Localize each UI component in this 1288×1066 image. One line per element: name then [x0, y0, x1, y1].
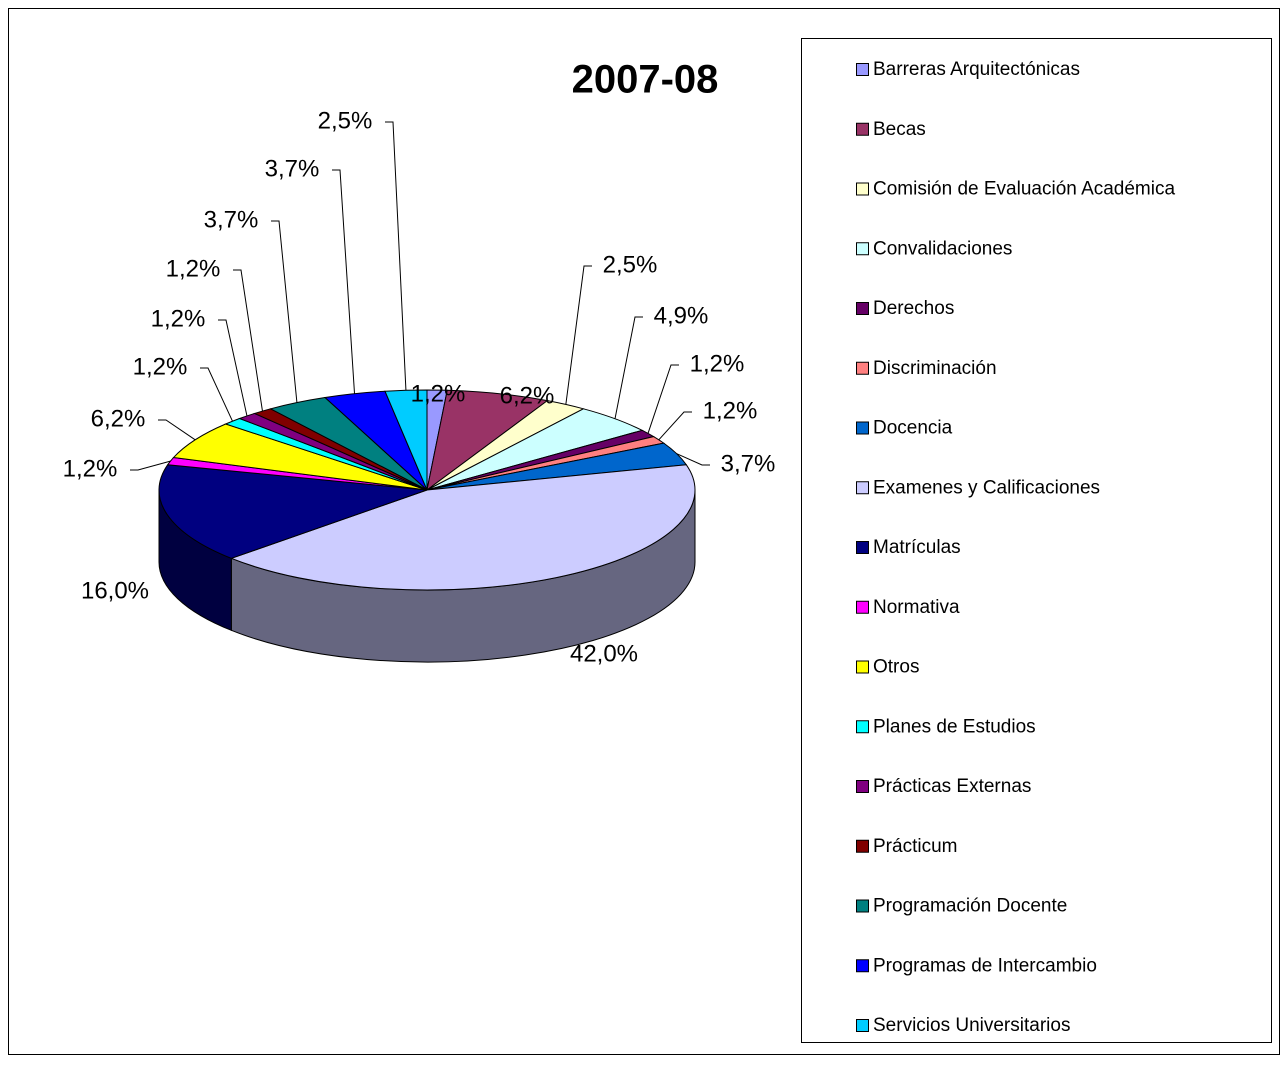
data-label: 1,2% — [133, 353, 188, 380]
data-label: 1,2% — [703, 397, 758, 424]
legend-swatch — [856, 660, 869, 674]
legend-label: Becas — [873, 119, 926, 140]
legend-swatch — [856, 182, 869, 196]
legend-label: Programas de Intercambio — [873, 955, 1097, 976]
data-label: 4,9% — [654, 302, 709, 329]
data-label: 2,5% — [603, 251, 658, 278]
legend-label: Examenes y Calificaciones — [873, 477, 1100, 498]
legend-swatch — [856, 780, 869, 793]
legend-swatch — [856, 361, 869, 375]
legend-swatch — [856, 122, 869, 136]
legend-swatch — [856, 541, 869, 554]
legend-label: Derechos — [873, 298, 954, 319]
leader-line — [218, 319, 248, 417]
data-label: 1,2% — [151, 305, 206, 332]
data-label: 3,7% — [721, 450, 776, 477]
leader-line — [332, 169, 356, 394]
legend-label: Barreras Arquitectónicas — [873, 59, 1080, 80]
leader-line — [676, 453, 710, 466]
legend-swatch — [856, 959, 869, 973]
legend-swatch — [856, 1019, 869, 1032]
leader-line — [233, 269, 263, 412]
legend-swatch — [856, 839, 869, 853]
legend-label: Convalidaciones — [873, 238, 1012, 259]
legend-label: Prácticas Externas — [873, 776, 1031, 797]
leader-line — [658, 411, 692, 441]
data-label: 3,7% — [265, 155, 320, 182]
legend-swatch — [856, 242, 869, 256]
legend-swatch — [856, 720, 869, 734]
leader-line — [647, 364, 679, 434]
data-label: 1,2% — [166, 255, 221, 282]
data-label: 1,2% — [63, 455, 118, 482]
leader-line — [614, 316, 643, 419]
data-label: 1,2% — [411, 380, 466, 407]
legend-label: Otros — [873, 657, 919, 678]
leader-line — [271, 220, 298, 403]
legend-swatch — [856, 421, 869, 435]
data-label: 3,7% — [204, 206, 259, 233]
data-label: 16,0% — [81, 577, 149, 604]
pie-slice — [158, 464, 428, 559]
legend-swatch — [856, 899, 869, 913]
leader-line — [158, 419, 196, 441]
leader-line — [200, 367, 233, 422]
legend-swatch — [856, 302, 869, 315]
data-label: 6,2% — [500, 382, 555, 409]
legend-swatch — [856, 600, 869, 614]
legend-swatch — [856, 481, 869, 495]
legend-box — [801, 38, 1272, 1043]
leader-line — [385, 121, 407, 391]
data-label: 2,5% — [318, 107, 373, 134]
pie-slice — [229, 464, 696, 591]
legend-label: Servicios Universitarios — [873, 1015, 1070, 1036]
legend-label: Normativa — [873, 597, 960, 618]
leader-line — [565, 265, 592, 405]
legend-label: Comisión de Evaluación Académica — [873, 179, 1175, 200]
legend-swatch — [856, 63, 869, 76]
legend-label: Discriminación — [873, 358, 997, 379]
chart-title: 2007-08 — [572, 58, 719, 102]
leader-line — [130, 460, 171, 471]
data-label: 6,2% — [91, 405, 146, 432]
data-label: 1,2% — [690, 350, 745, 377]
legend-label: Docencia — [873, 418, 953, 439]
legend-label: Prácticum — [873, 836, 957, 857]
data-label: 42,0% — [570, 640, 638, 667]
legend-label: Planes de Estudios — [873, 716, 1036, 737]
legend-label: Programación Docente — [873, 896, 1067, 917]
legend-label: Matrículas — [873, 537, 961, 558]
